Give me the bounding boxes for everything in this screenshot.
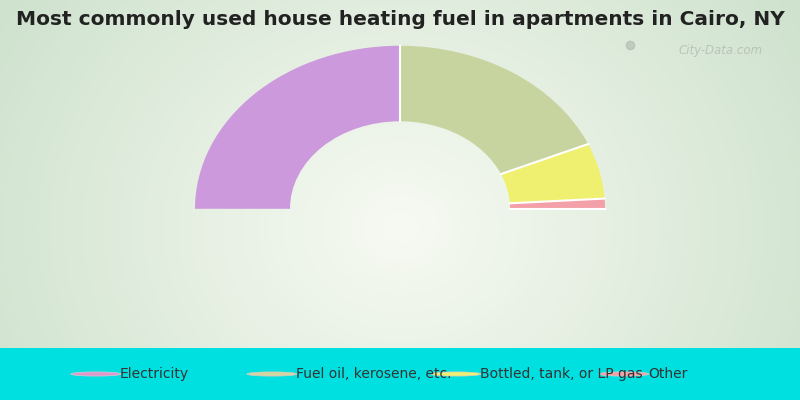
Ellipse shape [430,372,481,376]
Text: Electricity: Electricity [120,367,189,381]
Ellipse shape [246,372,298,376]
Text: Bottled, tank, or LP gas: Bottled, tank, or LP gas [480,367,642,381]
Text: Fuel oil, kerosene, etc.: Fuel oil, kerosene, etc. [296,367,451,381]
Wedge shape [510,198,605,209]
Text: Most commonly used house heating fuel in apartments in Cairo, NY: Most commonly used house heating fuel in… [16,10,784,29]
Ellipse shape [598,372,650,376]
Wedge shape [400,46,588,174]
Wedge shape [501,144,605,203]
Ellipse shape [70,372,122,376]
Wedge shape [195,46,400,209]
Text: Other: Other [648,367,687,381]
Text: City-Data.com: City-Data.com [678,44,762,57]
